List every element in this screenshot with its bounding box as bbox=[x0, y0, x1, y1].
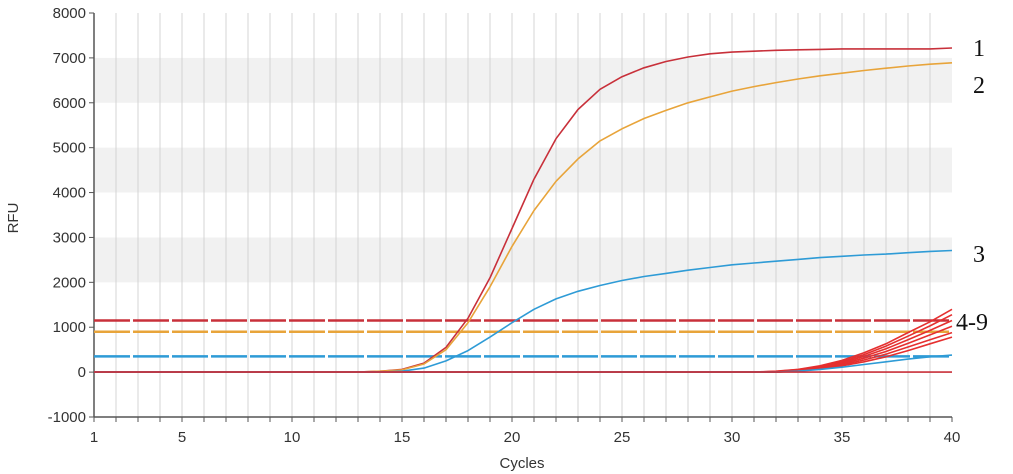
y-tick-label: -1000 bbox=[48, 409, 86, 426]
vertical-grid bbox=[115, 13, 931, 417]
curve-label: 3 bbox=[973, 242, 985, 268]
x-tick-label: 1 bbox=[90, 429, 98, 446]
series-line bbox=[94, 249, 953, 373]
y-tick-label: 2000 bbox=[53, 274, 86, 291]
x-tick-label: 30 bbox=[724, 429, 741, 446]
curve-labels: 1 2 3 4-9 bbox=[956, 36, 988, 336]
y-tick-label: 6000 bbox=[53, 95, 86, 112]
background-bands bbox=[94, 13, 952, 417]
series-line bbox=[94, 47, 953, 373]
x-tick-label: 15 bbox=[394, 429, 411, 446]
x-tick-label: 5 bbox=[178, 429, 186, 446]
y-tick-label: 0 bbox=[78, 364, 86, 381]
axes bbox=[93, 13, 952, 418]
y-axis-ticks: -1000 0 1000 2000 3000 4000 5000 6000 7000 8000 bbox=[48, 5, 94, 426]
y-tick-label: 3000 bbox=[53, 229, 86, 246]
y-tick-label: 4000 bbox=[53, 185, 86, 202]
x-tick-label: 40 bbox=[944, 429, 961, 446]
curve-label: 1 bbox=[973, 36, 985, 62]
x-tick-label: 10 bbox=[284, 429, 301, 446]
threshold-lines bbox=[94, 319, 952, 358]
curve-label: 4-9 bbox=[956, 310, 988, 336]
x-axis-ticks: 1 5 10 15 20 25 30 35 40 bbox=[90, 417, 961, 446]
shaded-band bbox=[94, 57, 952, 103]
shaded-band bbox=[94, 147, 952, 193]
shaded-band bbox=[94, 237, 952, 283]
series-line bbox=[94, 62, 953, 373]
curve-label: 2 bbox=[973, 73, 985, 99]
x-tick-label: 35 bbox=[834, 429, 851, 446]
y-tick-label: 5000 bbox=[53, 140, 86, 157]
y-axis-title: RFU bbox=[5, 203, 22, 234]
x-axis-title: Cycles bbox=[499, 455, 544, 472]
y-tick-label: 1000 bbox=[53, 319, 86, 336]
x-tick-label: 25 bbox=[614, 429, 631, 446]
y-tick-label: 8000 bbox=[53, 5, 86, 22]
series-lines bbox=[94, 47, 953, 373]
x-tick-label: 20 bbox=[504, 429, 521, 446]
y-tick-label: 7000 bbox=[53, 50, 86, 67]
